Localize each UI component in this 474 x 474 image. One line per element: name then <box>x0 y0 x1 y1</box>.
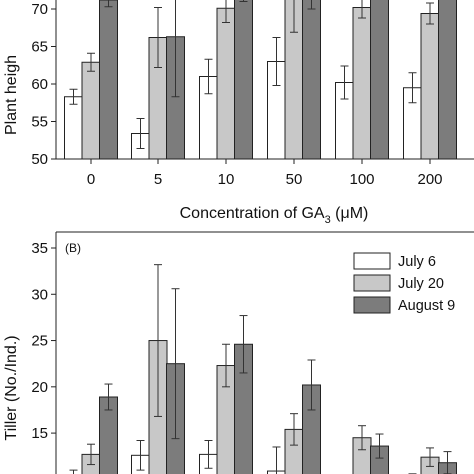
y-tick-label: 60 <box>31 76 48 93</box>
x-tick-label: 100 <box>349 171 374 188</box>
bar <box>302 0 321 159</box>
panel-b-label: (B) <box>65 241 81 255</box>
bar <box>352 7 372 159</box>
legend-swatch <box>353 252 391 270</box>
y-tick-label: 15 <box>31 425 48 442</box>
y-tick-label: 20 <box>31 379 48 396</box>
plant-height-panel: 50 55 60 65 70 0 5 10 50 100 200 Plant heigh Conce… <box>3 0 474 226</box>
y-tick-label: 55 <box>31 114 48 131</box>
bar <box>216 7 236 159</box>
x-tick-label: 10 <box>218 171 235 188</box>
bar <box>234 0 253 159</box>
x-tick-label: 5 <box>154 171 162 188</box>
y-tick-label: 65 <box>31 39 48 56</box>
legend-label: July 6 <box>398 254 436 270</box>
tiller-y-label: Tiller (No./Ind.) <box>3 335 20 440</box>
bar <box>420 13 440 159</box>
bar <box>99 0 118 159</box>
x-tick-label: 0 <box>87 171 95 188</box>
legend-label: July 20 <box>398 276 444 292</box>
y-tick-label: 35 <box>31 240 48 257</box>
y-tick-label: 50 <box>31 151 48 168</box>
bar <box>64 96 83 159</box>
bar <box>370 0 389 159</box>
y-tick-label: 30 <box>31 286 48 303</box>
bar <box>438 0 457 159</box>
concentration-x-label: Concentration of GA3 (μM) <box>180 205 369 226</box>
plant-height-y-label: Plant heigh <box>3 55 20 135</box>
legend: July 6 July 20 August 9 <box>353 252 455 314</box>
y-tick-label: 25 <box>31 333 48 350</box>
legend-swatch <box>353 274 391 292</box>
legend-swatch <box>353 296 391 314</box>
bar <box>81 61 101 159</box>
x-tick-label: 200 <box>417 171 442 188</box>
y-tick-label: 10 <box>31 471 48 474</box>
tiller-panel: 10 15 20 25 30 35 (B) Tiller (No./Ind.) July … <box>3 231 474 474</box>
y-tick-label: 70 <box>31 1 48 18</box>
x-tick-label: 50 <box>286 171 303 188</box>
legend-label: August 9 <box>398 298 455 314</box>
